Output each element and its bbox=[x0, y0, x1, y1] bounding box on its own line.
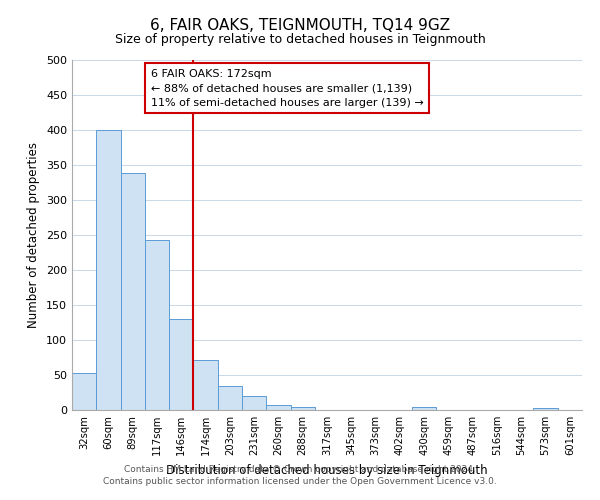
Bar bbox=[266, 405, 290, 410]
X-axis label: Distribution of detached houses by size in Teignmouth: Distribution of detached houses by size … bbox=[166, 464, 488, 476]
Bar bbox=[169, 319, 193, 410]
Bar bbox=[412, 406, 436, 410]
Bar bbox=[193, 360, 218, 410]
Bar bbox=[533, 408, 558, 410]
Text: Contains public sector information licensed under the Open Government Licence v3: Contains public sector information licen… bbox=[103, 477, 497, 486]
Bar bbox=[121, 174, 145, 410]
Text: Contains HM Land Registry data © Crown copyright and database right 2024.: Contains HM Land Registry data © Crown c… bbox=[124, 466, 476, 474]
Text: 6, FAIR OAKS, TEIGNMOUTH, TQ14 9GZ: 6, FAIR OAKS, TEIGNMOUTH, TQ14 9GZ bbox=[150, 18, 450, 32]
Bar bbox=[242, 396, 266, 410]
Bar bbox=[72, 373, 96, 410]
Bar bbox=[218, 386, 242, 410]
Text: Size of property relative to detached houses in Teignmouth: Size of property relative to detached ho… bbox=[115, 32, 485, 46]
Bar bbox=[96, 130, 121, 410]
Bar bbox=[145, 240, 169, 410]
Text: 6 FAIR OAKS: 172sqm
← 88% of detached houses are smaller (1,139)
11% of semi-det: 6 FAIR OAKS: 172sqm ← 88% of detached ho… bbox=[151, 69, 424, 108]
Y-axis label: Number of detached properties: Number of detached properties bbox=[28, 142, 40, 328]
Bar bbox=[290, 406, 315, 410]
